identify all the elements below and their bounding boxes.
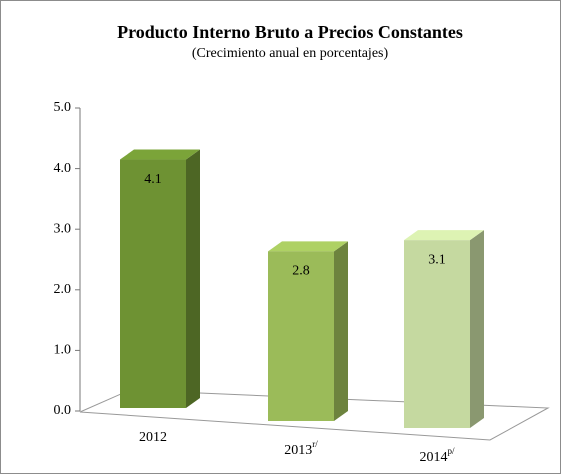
- y-tick-label: 2.0: [54, 282, 72, 297]
- value-label: 2.8: [292, 264, 310, 279]
- bar-top: [404, 230, 484, 241]
- y-tick-label: 1.0: [54, 343, 72, 358]
- category: 2012: [139, 430, 167, 445]
- category: 2013: [284, 443, 312, 458]
- y-tick-label: 3.0: [54, 221, 72, 236]
- y-tick-label: 0.0: [54, 403, 72, 418]
- bar: [268, 241, 348, 421]
- category-note: p/: [447, 446, 455, 456]
- value-label: 4.1: [144, 172, 162, 187]
- category-note: r/: [312, 439, 318, 449]
- x-tick-label: 2013r/: [284, 439, 318, 458]
- y-tick-label: 5.0: [54, 100, 72, 115]
- bar-top: [268, 241, 348, 252]
- y-tick-label: 4.0: [54, 161, 72, 176]
- bar-front: [120, 159, 186, 408]
- bar-side: [470, 230, 484, 428]
- bar: [404, 230, 484, 428]
- value-label: 3.1: [428, 252, 446, 267]
- bar-side: [186, 149, 200, 409]
- bar: [120, 149, 200, 409]
- bar-side: [334, 241, 348, 421]
- floor: [79, 389, 550, 441]
- x-tick-label: 2012: [139, 430, 167, 445]
- x-tick-label: 2014p/: [419, 446, 455, 465]
- category: 2014: [419, 450, 447, 465]
- chart-title: Producto Interno Bruto a Precios Constan…: [117, 22, 463, 42]
- chart-subtitle: (Crecimiento anual en porcentajes): [192, 46, 389, 61]
- bar-top: [120, 149, 200, 160]
- bar-front: [404, 240, 470, 428]
- bar-front: [268, 251, 334, 421]
